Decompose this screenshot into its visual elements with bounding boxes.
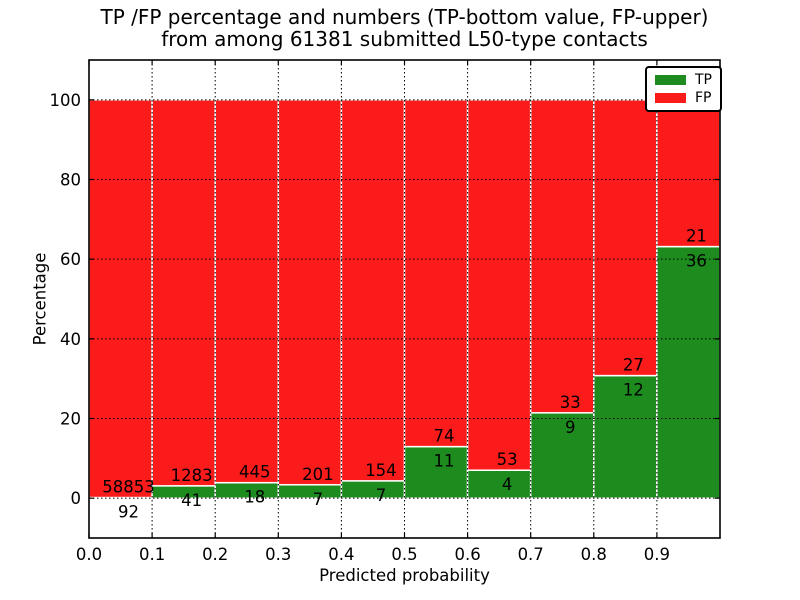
chart-title-line2: from among 61381 submitted L50-type cont… [161, 27, 648, 51]
chart-title: TP /FP percentage and numbers (TP-bottom… [9, 6, 800, 50]
legend: TP FP [645, 66, 722, 112]
fp-count-label: 154 [365, 461, 397, 480]
tp-bar [340, 480, 406, 499]
fp-count-label: 21 [686, 227, 707, 246]
tp-bar [403, 445, 469, 499]
x-tick-label: 0.5 [391, 545, 417, 564]
fp-bar [277, 99, 343, 486]
x-tick-label: 0.4 [328, 545, 354, 564]
chart-title-line1: TP /FP percentage and numbers (TP-bottom… [100, 5, 709, 29]
x-tick-label: 0.1 [139, 545, 165, 564]
fp-bar [466, 99, 532, 471]
tp-count-label: 41 [181, 491, 202, 510]
fp-count-label: 27 [623, 356, 644, 375]
legend-item-fp: FP [655, 90, 712, 106]
x-tick-label: 0.2 [202, 545, 228, 564]
tp-bar [466, 469, 532, 499]
fp-count-label: 445 [239, 463, 271, 482]
x-tick-label: 0.3 [265, 545, 291, 564]
y-tick-label: 100 [50, 91, 82, 110]
fp-count-label: 58853 [102, 478, 155, 497]
fp-bar [214, 99, 280, 484]
tp-bar [277, 484, 343, 499]
y-tick-label: 80 [60, 171, 81, 190]
fp-bar [88, 99, 153, 499]
legend-label-tp: TP [695, 72, 712, 88]
y-tick-label: 60 [60, 250, 81, 269]
tp-bar [529, 412, 595, 499]
fp-bar [340, 99, 406, 482]
tp-count-label: 4 [502, 475, 513, 494]
legend-label-fp: FP [695, 90, 712, 106]
y-tick-label: 40 [60, 330, 81, 349]
x-tick-label: 0.9 [644, 545, 670, 564]
x-tick-label: 0.0 [76, 545, 102, 564]
fp-bar [403, 99, 469, 448]
x-axis-label: Predicted probability [319, 566, 490, 585]
tp-bar [656, 245, 721, 499]
fp-count-label: 201 [302, 465, 334, 484]
tp-count-label: 7 [376, 486, 387, 505]
tp-count-label: 12 [623, 381, 644, 400]
fp-count-label: 53 [497, 450, 518, 469]
fp-bar [151, 99, 216, 487]
y-tick-label: 20 [60, 410, 81, 429]
fp-bar [529, 99, 595, 414]
x-tick-label: 0.6 [454, 545, 480, 564]
fp-count-label: 1283 [171, 466, 213, 485]
tp-count-label: 36 [686, 252, 707, 271]
x-tick-label: 0.7 [518, 545, 544, 564]
fp-bar [593, 99, 658, 377]
tp-count-label: 11 [434, 452, 455, 471]
legend-swatch-fp [655, 93, 686, 103]
tp-count-label: 9 [565, 418, 576, 437]
x-tick-label: 0.8 [581, 545, 607, 564]
fp-bar [656, 99, 721, 248]
fp-count-label: 33 [560, 393, 581, 412]
fp-count-label: 74 [434, 427, 455, 446]
y-axis-label: Percentage [30, 252, 50, 346]
legend-swatch-tp [655, 75, 686, 85]
y-tick-label: 0 [71, 489, 82, 508]
tp-count-label: 18 [244, 488, 265, 507]
tp-count-label: 92 [118, 503, 139, 522]
tp-count-label: 7 [313, 490, 324, 509]
legend-item-tp: TP [655, 72, 712, 88]
